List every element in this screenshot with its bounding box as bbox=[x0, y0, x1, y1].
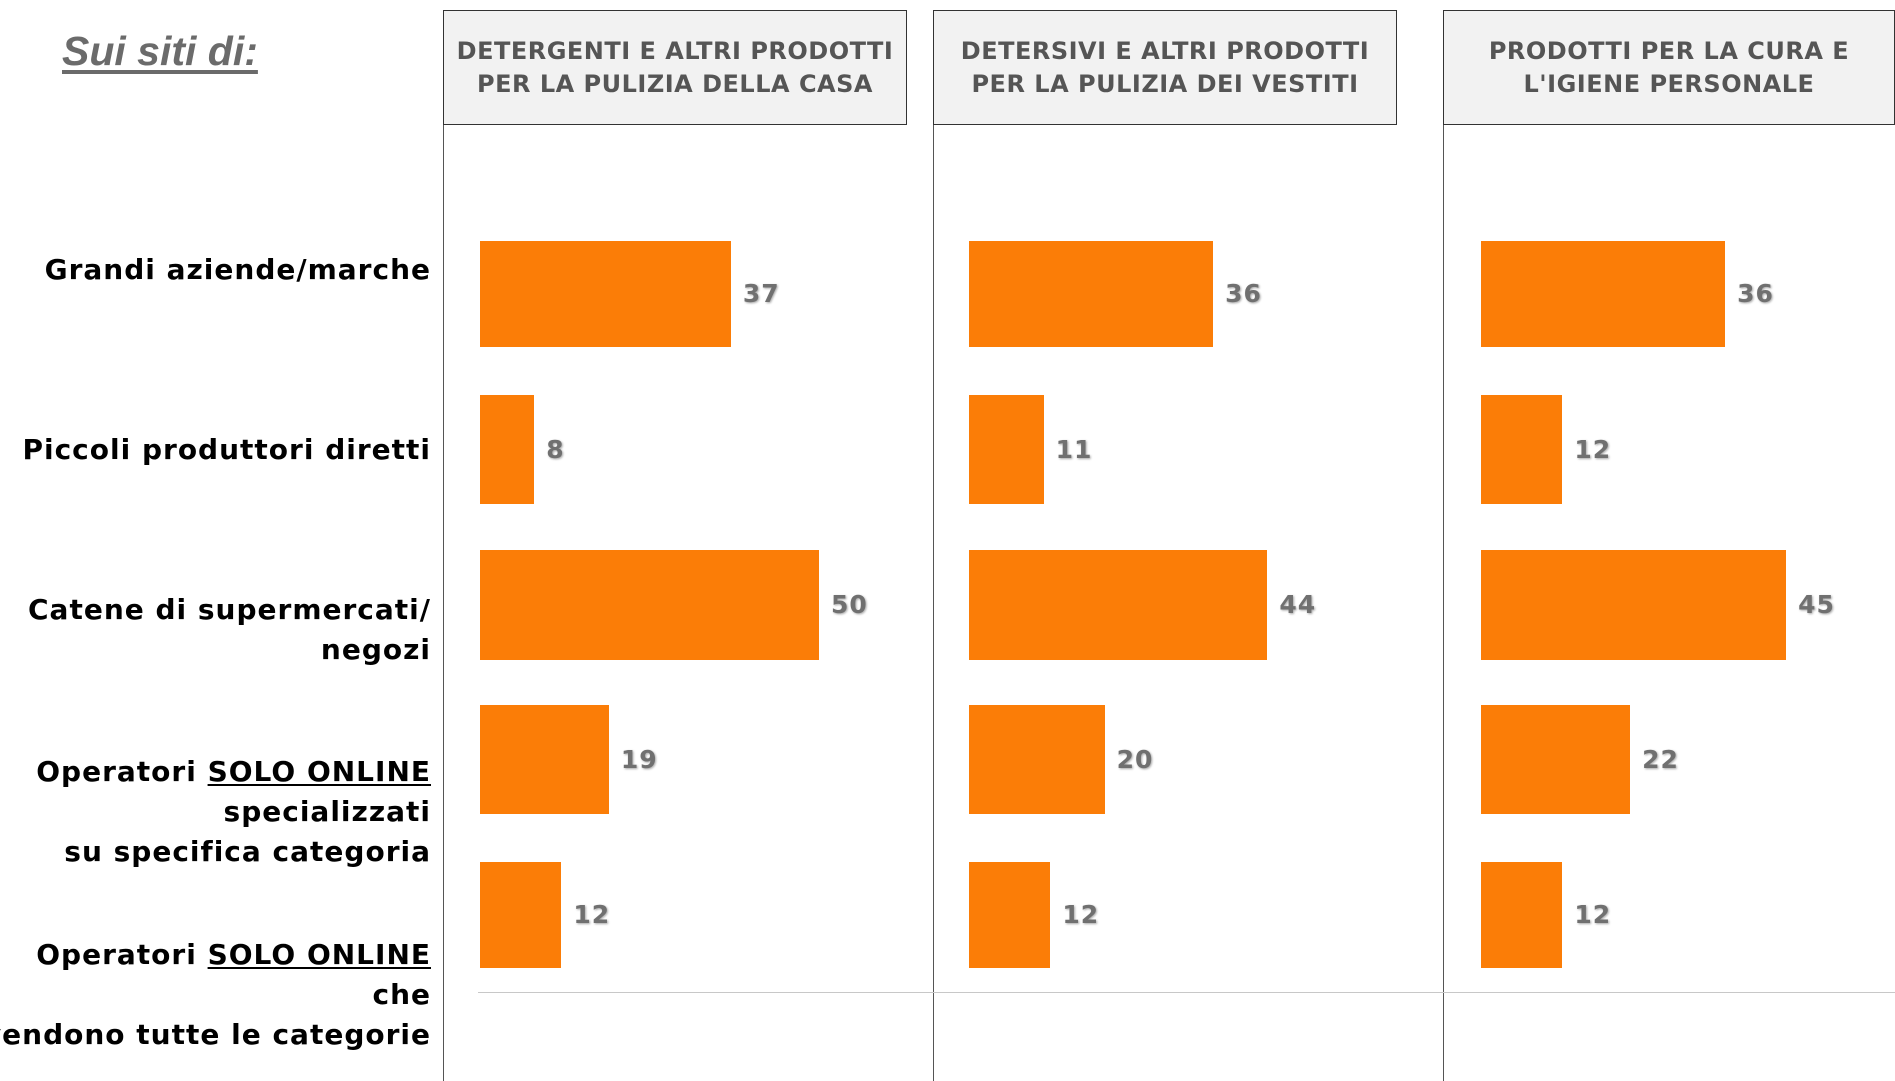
panel-divider bbox=[933, 125, 934, 1081]
row-label-text: negozi bbox=[320, 633, 431, 666]
row-label-line: specializzati bbox=[0, 792, 431, 832]
panel-divider bbox=[1443, 125, 1444, 1081]
chart-baseline bbox=[478, 992, 1895, 993]
row-label-4: Operatori SOLO ONLINE specializzati su spe… bbox=[0, 752, 431, 872]
bar bbox=[480, 395, 535, 504]
row-label-line: Piccoli produttori diretti bbox=[0, 430, 431, 470]
page-title: Sui siti di: bbox=[62, 28, 258, 74]
row-label-text: Catene di supermercati/ bbox=[28, 593, 431, 626]
panel-title-line: DETERGENTI E ALTRI PRODOTTI bbox=[456, 36, 894, 65]
row-label-line: negozi bbox=[0, 630, 431, 670]
row-label-text: Grandi aziende/marche bbox=[44, 253, 431, 286]
row-label-line: su specifica categoria bbox=[0, 832, 431, 872]
bar bbox=[969, 862, 1051, 968]
panel-header-3: PRODOTTI PER LA CURA E L'IGIENE PERSONALE bbox=[1443, 10, 1895, 125]
row-label-text: specializzati bbox=[223, 795, 431, 828]
bar-value-label: 50 bbox=[831, 590, 868, 619]
bar bbox=[1481, 241, 1726, 347]
bar-value-label: 12 bbox=[1574, 434, 1612, 464]
row-label-3: Catene di supermercati/negozi bbox=[0, 590, 431, 670]
panel-title-line: PER LA PULIZIA DEI VESTITI bbox=[971, 69, 1359, 98]
row-label-emphasis: SOLO ONLINE bbox=[207, 755, 431, 788]
bar bbox=[480, 705, 609, 814]
bar-value-label: 19 bbox=[620, 744, 658, 774]
bar bbox=[969, 550, 1268, 660]
bar bbox=[480, 862, 562, 968]
row-label-line: Grandi aziende/marche bbox=[0, 250, 431, 290]
bar-value-label: 12 bbox=[573, 900, 611, 929]
bar bbox=[969, 705, 1105, 814]
bar bbox=[480, 241, 731, 347]
bar-value-label: 12 bbox=[1574, 900, 1612, 929]
panel-header-1: DETERGENTI E ALTRI PRODOTTI PER LA PULIZI… bbox=[443, 10, 907, 125]
panel-title-line: DETERSIVI E ALTRI PRODOTTI bbox=[960, 36, 1370, 65]
bar-value-label: 8 bbox=[546, 434, 565, 464]
row-label-line: Operatori SOLO ONLINE bbox=[0, 935, 431, 975]
bar bbox=[1481, 862, 1563, 968]
bar bbox=[480, 550, 819, 660]
row-label-emphasis: SOLO ONLINE bbox=[207, 938, 431, 971]
row-label-line: che bbox=[0, 975, 431, 1015]
bar bbox=[969, 395, 1044, 504]
bar-value-label: 37 bbox=[742, 279, 780, 308]
bar bbox=[1481, 705, 1631, 814]
row-label-text: che bbox=[372, 978, 431, 1011]
bar-value-label: 44 bbox=[1279, 590, 1317, 619]
panel-divider bbox=[443, 125, 444, 1081]
row-label-1: Grandi aziende/marche bbox=[0, 250, 431, 290]
bar-value-label: 36 bbox=[1225, 279, 1262, 308]
bar-value-label: 12 bbox=[1062, 900, 1100, 929]
row-label-2: Piccoli produttori diretti bbox=[0, 430, 431, 470]
row-label-text: vendono tutte le categorie bbox=[0, 1018, 431, 1051]
panel-title-line: L'IGIENE PERSONALE bbox=[1523, 69, 1815, 98]
bar-value-label: 11 bbox=[1055, 434, 1093, 464]
bar-value-label: 45 bbox=[1798, 590, 1835, 619]
bar-value-label: 22 bbox=[1642, 744, 1679, 774]
row-label-line: Catene di supermercati/ bbox=[0, 590, 431, 630]
row-label-text: Operatori bbox=[36, 938, 208, 971]
bar bbox=[1481, 550, 1787, 660]
bar-value-label: 20 bbox=[1116, 744, 1154, 774]
row-label-line: vendono tutte le categorie bbox=[0, 1015, 431, 1055]
row-label-text: Piccoli produttori diretti bbox=[22, 433, 431, 466]
row-label-line: Operatori SOLO ONLINE bbox=[0, 752, 431, 792]
row-label-text: su specifica categoria bbox=[64, 835, 431, 868]
bar bbox=[969, 241, 1214, 347]
panel-header-2: DETERSIVI E ALTRI PRODOTTI PER LA PULIZIA… bbox=[933, 10, 1397, 125]
row-label-5: Operatori SOLO ONLINE che vendono tutte le… bbox=[0, 935, 431, 1055]
bar bbox=[1481, 395, 1563, 504]
panel-title-line: PRODOTTI PER LA CURA E bbox=[1488, 36, 1850, 65]
row-label-text: Operatori bbox=[36, 755, 208, 788]
bar-value-label: 36 bbox=[1737, 279, 1774, 308]
panel-title-line: PER LA PULIZIA DELLA CASA bbox=[477, 69, 873, 98]
